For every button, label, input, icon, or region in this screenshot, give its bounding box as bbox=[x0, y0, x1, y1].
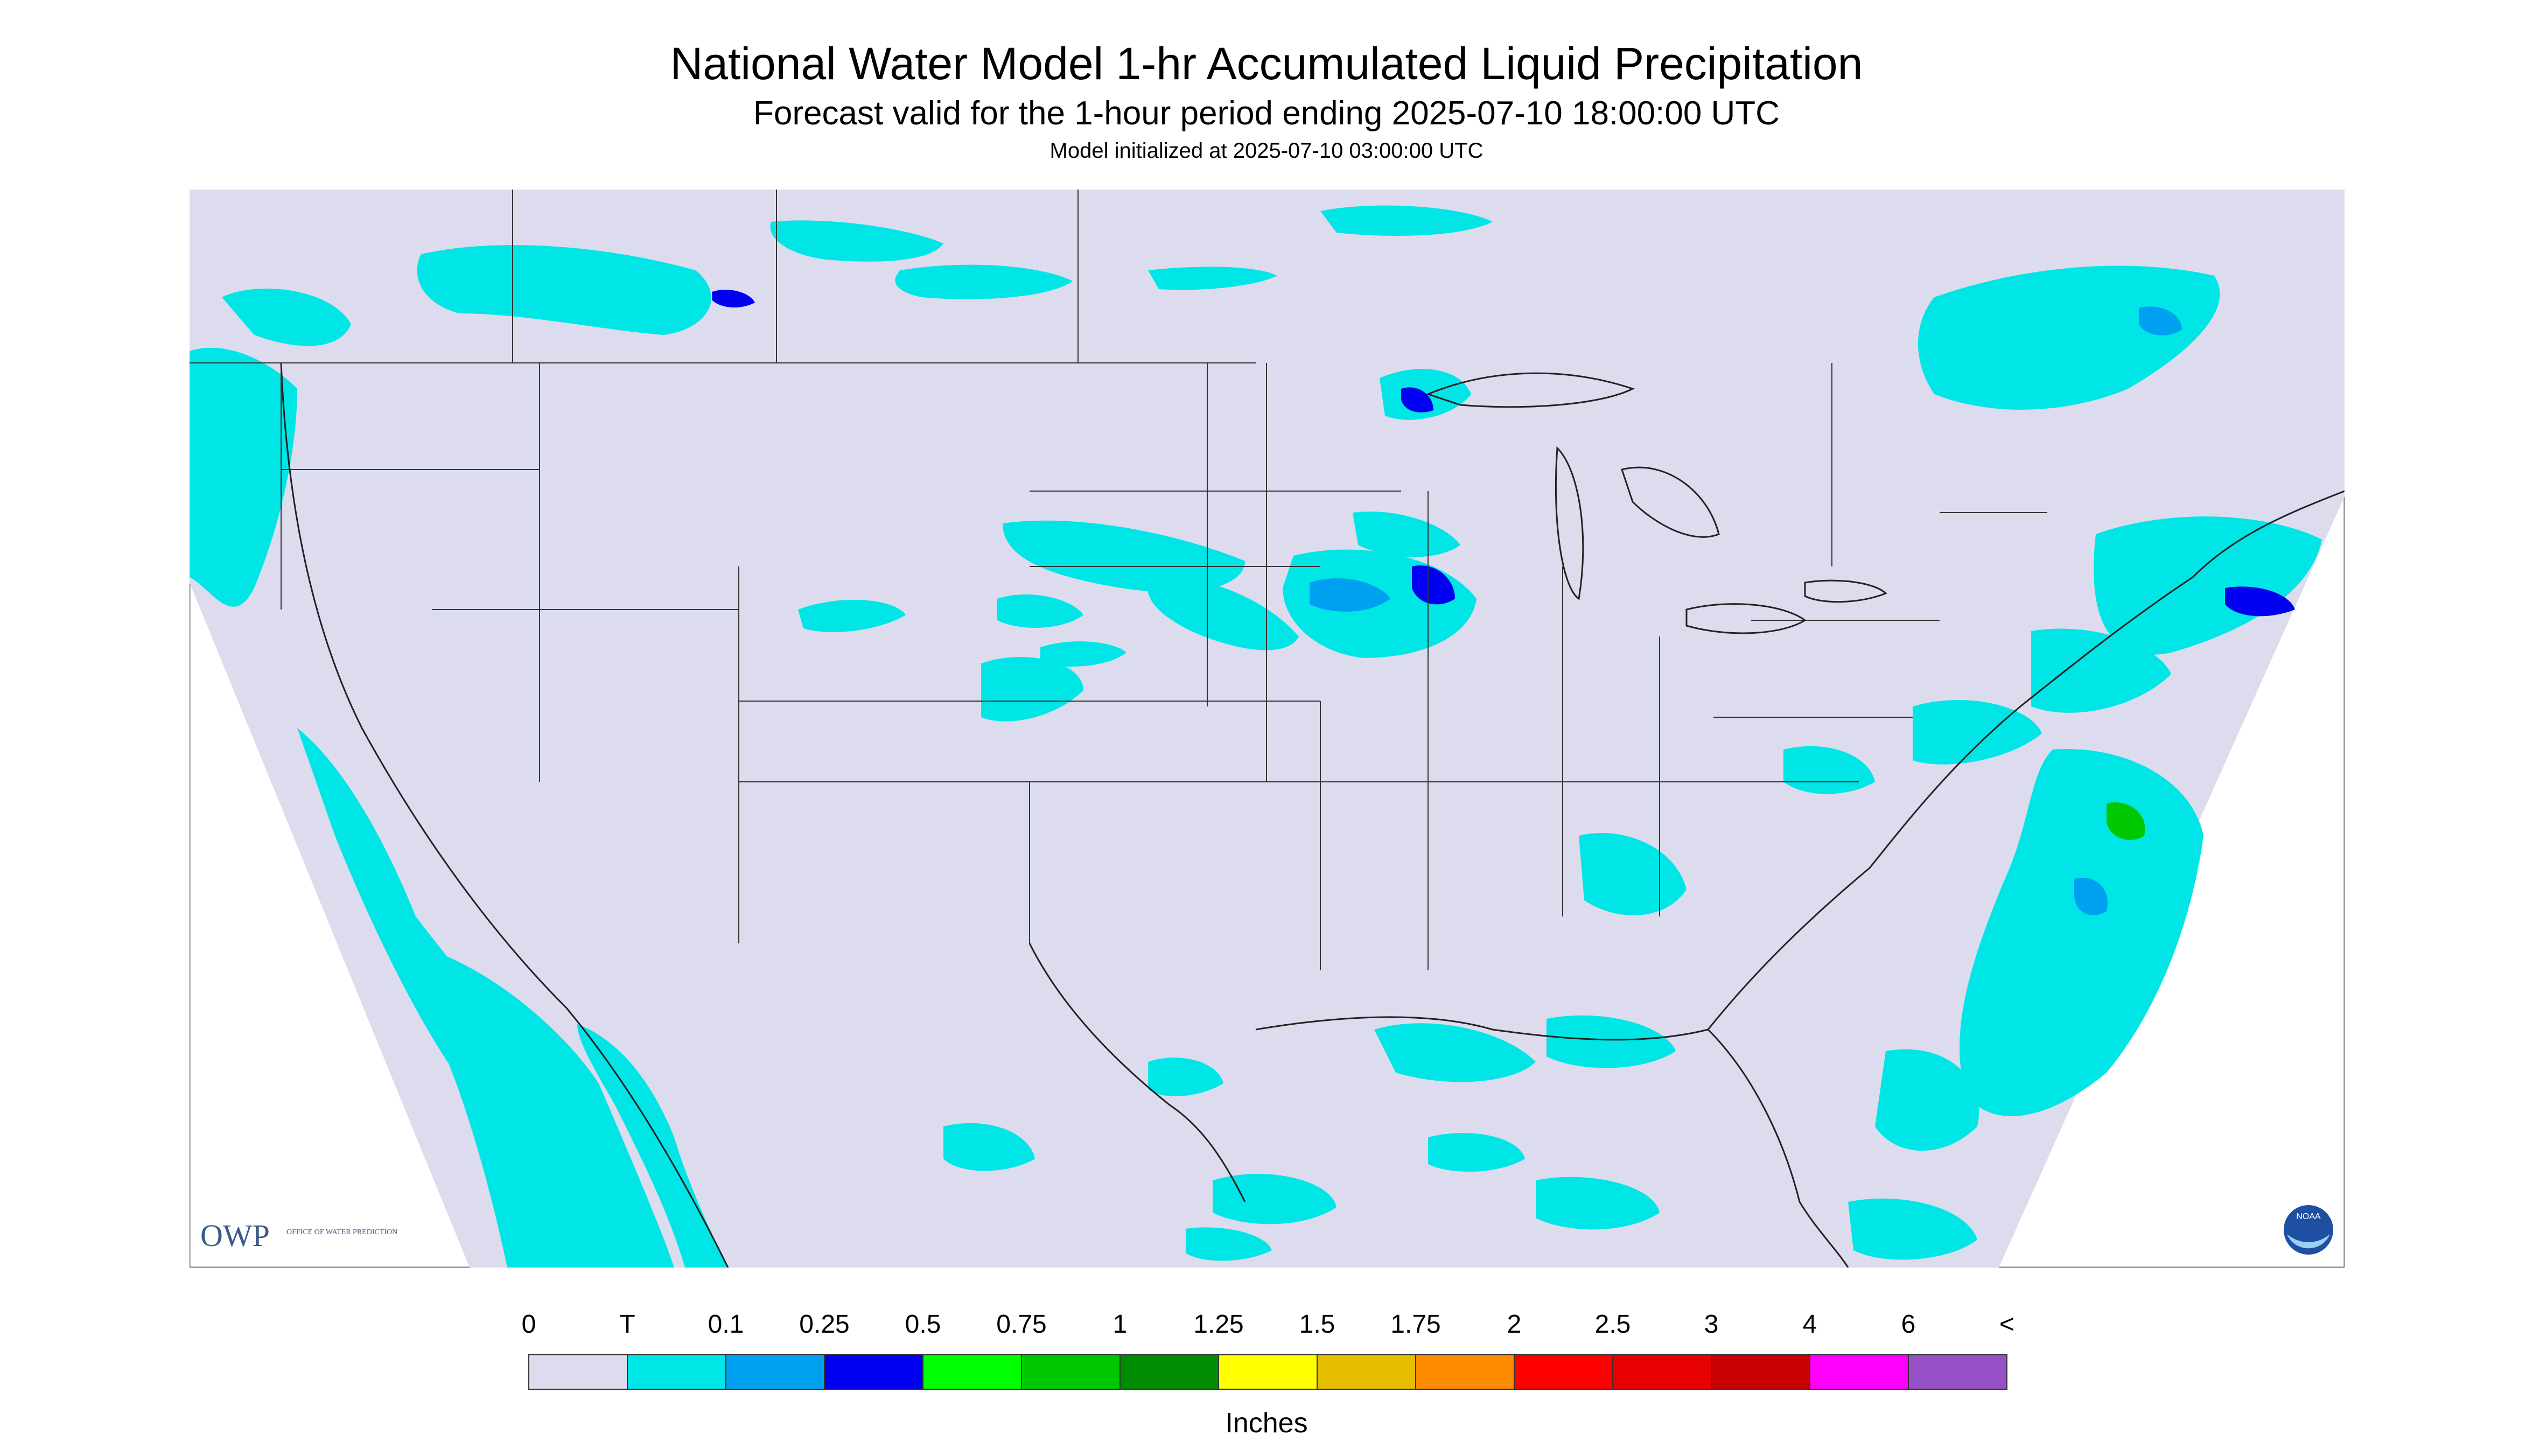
map-title: National Water Model 1-hr Accumulated Li… bbox=[670, 38, 1863, 89]
legend-label: 0.75 bbox=[996, 1310, 1046, 1339]
legend-swatch bbox=[528, 1354, 628, 1390]
legend-swatch bbox=[1711, 1354, 1810, 1390]
legend-label: 6 bbox=[1901, 1310, 1916, 1339]
svg-text:NOAA: NOAA bbox=[2296, 1212, 2321, 1221]
legend-label: 1.5 bbox=[1299, 1310, 1335, 1339]
owp-logo: OWP OFFICE OF WATER PREDICTION bbox=[200, 1218, 397, 1253]
legend-swatch bbox=[1415, 1354, 1515, 1390]
legend-label: 1.75 bbox=[1390, 1310, 1440, 1339]
legend-label: 0 bbox=[522, 1310, 536, 1339]
legend-label: 0.1 bbox=[708, 1310, 744, 1339]
legend-label: 1 bbox=[1113, 1310, 1128, 1339]
legend-label: 4 bbox=[1803, 1310, 1817, 1339]
legend-label: 2 bbox=[1507, 1310, 1522, 1339]
legend-label: 0.5 bbox=[905, 1310, 941, 1339]
map-subtitle: Forecast valid for the 1-hour period end… bbox=[753, 95, 1780, 132]
legend-label: < bbox=[1999, 1310, 2014, 1339]
legend-swatch bbox=[725, 1354, 825, 1390]
legend-swatch bbox=[1119, 1354, 1219, 1390]
legend-swatch bbox=[1021, 1354, 1121, 1390]
svg-text:OWP: OWP bbox=[200, 1218, 270, 1253]
model-init-text: Model initialized at 2025-07-10 03:00:00… bbox=[1049, 139, 1484, 163]
precipitation-map: OWP OFFICE OF WATER PREDICTION NOAA bbox=[190, 190, 2345, 1268]
legend-label: 2.5 bbox=[1595, 1310, 1631, 1339]
svg-text:OFFICE OF WATER PREDICTION: OFFICE OF WATER PREDICTION bbox=[286, 1228, 397, 1236]
legend-swatch bbox=[627, 1354, 726, 1390]
legend-swatch bbox=[1908, 1354, 2007, 1390]
heavier-precip-cores bbox=[712, 290, 2295, 916]
legend-swatch bbox=[1612, 1354, 1712, 1390]
great-lakes bbox=[1425, 372, 1887, 634]
legend-swatch bbox=[1514, 1354, 1613, 1390]
noaa-logo: NOAA bbox=[2284, 1205, 2333, 1255]
legend-swatch bbox=[1809, 1354, 1909, 1390]
legend-label: T bbox=[619, 1310, 635, 1339]
legend-label: 1.25 bbox=[1193, 1310, 1243, 1339]
legend-swatch bbox=[1317, 1354, 1416, 1390]
legend-swatch bbox=[824, 1354, 923, 1390]
state-boundaries bbox=[190, 190, 2047, 970]
legend-label: 0.25 bbox=[799, 1310, 849, 1339]
legend-swatch bbox=[922, 1354, 1022, 1390]
legend-swatch bbox=[1218, 1354, 1318, 1390]
coastlines bbox=[280, 362, 2345, 1268]
legend-label: 3 bbox=[1704, 1310, 1719, 1339]
legend-units: Inches bbox=[1225, 1408, 1307, 1439]
